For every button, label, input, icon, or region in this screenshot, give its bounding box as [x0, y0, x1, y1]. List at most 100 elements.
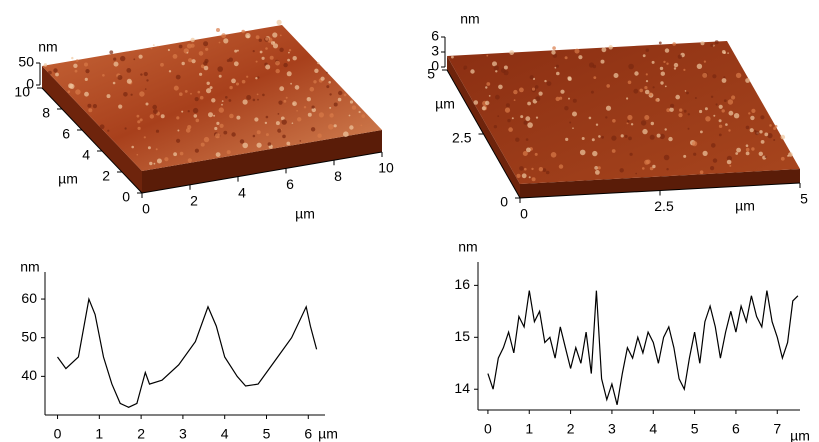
- surface-texture: [683, 109, 687, 113]
- surface-side: [42, 66, 142, 193]
- surface-texture: [535, 116, 539, 119]
- surface-texture: [619, 168, 624, 173]
- surface-texture: [473, 100, 479, 105]
- surface-texture: [231, 78, 236, 84]
- y-tick-label: 5: [427, 66, 435, 82]
- surface-texture: [179, 151, 184, 156]
- surface-texture: [715, 103, 718, 106]
- surface-texture: [317, 133, 322, 138]
- surface-texture: [710, 43, 714, 47]
- surface-texture: [286, 71, 292, 77]
- surface-side: [142, 130, 382, 193]
- surface-texture: [565, 137, 569, 141]
- surface-texture: [267, 142, 272, 146]
- surface-texture: [525, 116, 531, 122]
- surface-texture: [239, 139, 245, 144]
- surface-texture: [531, 177, 536, 182]
- z-tick-label: 50: [18, 54, 34, 70]
- surface-texture: [84, 77, 88, 81]
- y-tick-label: 40: [21, 367, 37, 383]
- surface-texture: [349, 125, 354, 130]
- surface-texture: [246, 75, 249, 78]
- surface-texture: [320, 76, 325, 81]
- surface-texture: [198, 51, 204, 56]
- surface-texture: [262, 93, 265, 97]
- surface-texture: [190, 43, 195, 48]
- surface-texture: [181, 61, 185, 66]
- surface-texture: [788, 152, 793, 157]
- surface-texture: [627, 80, 632, 85]
- surface-texture: [208, 112, 213, 118]
- x-tick-label: 7: [773, 421, 781, 437]
- surface-texture: [535, 96, 541, 102]
- surface-texture: [601, 135, 604, 139]
- surface-texture: [358, 110, 361, 114]
- surface-texture: [687, 127, 690, 130]
- y-tick-label: 2: [102, 168, 110, 184]
- surface-texture: [176, 116, 180, 120]
- surface-texture: [150, 47, 153, 50]
- surface-texture: [256, 142, 262, 148]
- surface-texture: [736, 147, 741, 153]
- surface-texture: [218, 41, 221, 44]
- x-tick-label: 4: [238, 184, 246, 200]
- surface-texture: [117, 75, 123, 80]
- surface-texture: [538, 167, 544, 172]
- surface-texture: [229, 113, 234, 119]
- surface-texture: [200, 142, 205, 147]
- surface-texture: [333, 124, 337, 128]
- surface-texture: [87, 103, 92, 108]
- surface-texture: [84, 91, 89, 97]
- surface-texture: [257, 76, 260, 79]
- surface-texture: [306, 97, 311, 102]
- surface-texture: [612, 119, 616, 123]
- surface-texture: [663, 60, 666, 64]
- surface-texture: [628, 63, 634, 70]
- surface-texture: [644, 159, 650, 165]
- surface-texture: [594, 166, 599, 170]
- surface-texture: [725, 123, 728, 126]
- surface-texture: [531, 167, 534, 171]
- surface-texture: [699, 170, 704, 174]
- surface-texture: [223, 130, 228, 135]
- surface-texture: [664, 128, 667, 131]
- surface-texture: [648, 92, 653, 97]
- surface-texture: [120, 55, 126, 62]
- surface-texture: [277, 113, 280, 115]
- surface-texture: [112, 81, 116, 85]
- surface-texture: [679, 108, 683, 112]
- x-tick-label: 3: [179, 426, 187, 442]
- surface-texture: [787, 154, 790, 157]
- surface-texture: [710, 95, 714, 99]
- x-tick-label: 5: [263, 426, 271, 442]
- surface-texture: [136, 153, 139, 156]
- surface-texture: [735, 152, 739, 155]
- surface-texture: [318, 112, 324, 118]
- surface-texture: [745, 78, 750, 83]
- surface-texture: [361, 114, 366, 118]
- surface-texture: [223, 38, 229, 44]
- surface-texture: [326, 71, 328, 74]
- surface-texture: [611, 135, 617, 141]
- surface-texture: [564, 56, 568, 60]
- surface-texture: [551, 50, 556, 55]
- surface-texture: [137, 120, 141, 124]
- surface-texture: [176, 138, 181, 143]
- surface-texture: [137, 126, 141, 130]
- x-tick-label: 5: [800, 191, 808, 207]
- surface-texture: [624, 134, 628, 138]
- surface-texture: [71, 56, 74, 60]
- surface-texture: [668, 136, 673, 142]
- surface-texture: [606, 84, 610, 88]
- surface-texture: [527, 122, 533, 128]
- surface-texture: [760, 140, 765, 144]
- surface-texture: [675, 94, 680, 100]
- surface-texture: [711, 143, 716, 148]
- surface-texture: [555, 64, 559, 68]
- surface-texture: [173, 85, 179, 91]
- surface-texture: [317, 61, 320, 65]
- surface-texture: [200, 64, 205, 69]
- surface-texture: [265, 47, 268, 50]
- surface-texture: [556, 71, 560, 76]
- surface-texture: [726, 159, 732, 165]
